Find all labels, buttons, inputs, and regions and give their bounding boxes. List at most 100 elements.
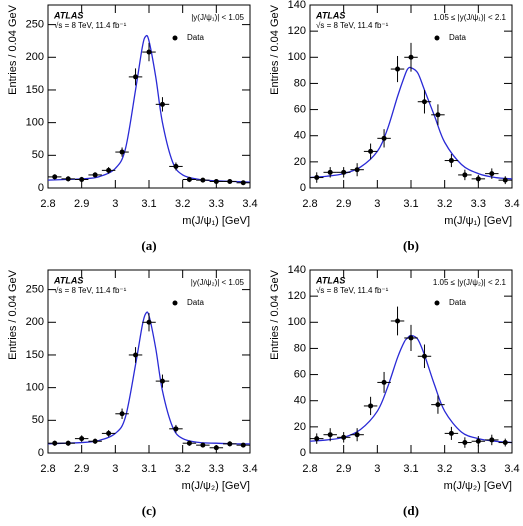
data-point (368, 148, 374, 154)
y-tick-label: 60 (294, 368, 306, 380)
y-axis-label: Entries / 0.04 GeV (269, 269, 281, 360)
data-point (408, 54, 414, 60)
y-tick-label: 100 (26, 117, 44, 129)
x-tick-label: 3.2 (175, 463, 190, 475)
x-tick-label: 3 (374, 198, 380, 210)
legend-marker (434, 35, 440, 41)
y-axis-label: Entries / 0.04 GeV (269, 4, 281, 95)
data-point (173, 426, 179, 432)
y-tick-label: 50 (32, 149, 44, 161)
legend-marker (172, 300, 178, 306)
legend-marker (434, 300, 440, 306)
data-point (395, 66, 401, 72)
x-tick-label: 3.1 (141, 198, 156, 210)
data-point (79, 436, 85, 442)
y-tick-label: 120 (288, 25, 306, 37)
data-point (159, 101, 165, 107)
y-tick-label: 0 (38, 447, 44, 459)
y-tick-label: 100 (288, 51, 306, 63)
x-axis-label: m(J/ψ₁) [GeV] (182, 215, 250, 227)
fit-curve (47, 311, 251, 445)
data-point (200, 442, 206, 448)
data-point (186, 177, 192, 183)
y-tick-label: 60 (294, 103, 306, 115)
data-point (65, 176, 71, 182)
data-point (408, 335, 414, 341)
x-tick-label: 3.3 (471, 198, 486, 210)
x-axis-label: m(J/ψ₁) [GeV] (444, 215, 512, 227)
y-tick-label: 0 (300, 447, 306, 459)
y-tick-label: 150 (26, 84, 44, 96)
data-point (146, 319, 152, 325)
data-point (489, 437, 495, 443)
data-point (462, 172, 468, 178)
data-point (65, 440, 71, 446)
y-tick-label: 200 (26, 316, 44, 328)
y-tick-label: 0 (38, 182, 44, 194)
data-point (106, 167, 112, 173)
x-tick-label: 2.9 (74, 198, 89, 210)
x-tick-label: 3.2 (175, 198, 190, 210)
data-point (240, 442, 246, 448)
data-point (381, 379, 387, 385)
experiment-label: ATLAS (53, 10, 83, 20)
data-point (448, 158, 454, 164)
data-point (502, 177, 508, 183)
experiment-label: ATLAS (53, 275, 83, 285)
x-tick-label: 2.9 (336, 463, 351, 475)
data-point (119, 149, 125, 155)
x-tick-label: 3.2 (437, 463, 452, 475)
selection-label: |y(J/ψ₂)| < 1.05 (191, 278, 245, 287)
x-tick-label: 2.8 (302, 198, 317, 210)
panel: 0 50 100 150 200 250 2.8 2.9 3 3.1 3.2 3.3 3.4 m(J/ψ₁… (7, 4, 258, 253)
data-point (173, 163, 179, 169)
y-axis-label: Entries / 0.04 GeV (7, 4, 19, 95)
data-point (213, 178, 219, 184)
panel-label: (d) (403, 503, 419, 518)
panel-label: (a) (141, 238, 156, 253)
energy-label: √s = 8 TeV, 11.4 fb⁻¹ (316, 21, 389, 30)
x-tick-label: 2.9 (74, 463, 89, 475)
x-tick-label: 3.1 (403, 198, 418, 210)
data-point (381, 135, 387, 141)
energy-label: √s = 8 TeV, 11.4 fb⁻¹ (54, 21, 127, 30)
x-tick-label: 3.4 (504, 463, 519, 475)
x-tick-label: 3 (112, 463, 118, 475)
data-point (475, 176, 481, 182)
data-point (52, 174, 58, 180)
y-tick-label: 50 (32, 414, 44, 426)
data-point (327, 169, 333, 175)
y-tick-label: 250 (26, 19, 44, 31)
panel-label: (b) (403, 238, 419, 253)
experiment-label: ATLAS (315, 10, 345, 20)
panel: 0 50 100 150 200 250 2.8 2.9 3 3.1 3.2 3.3 3.4 m(J/ψ₂… (7, 269, 258, 518)
panel-label: (c) (142, 503, 156, 518)
fit-curve (309, 334, 513, 444)
panel: 0 20 40 60 80 100 120 140 2.8 2.9 3 3.1 3.2 3.3 3.4 m(J… (269, 0, 520, 253)
energy-label: √s = 8 TeV, 11.4 fb⁻¹ (316, 286, 389, 295)
x-tick-label: 3 (374, 463, 380, 475)
data-point (462, 440, 468, 446)
selection-label: 1.05 ≤ |y(J/ψ₁)| < 2.1 (433, 13, 506, 22)
data-point (186, 440, 192, 446)
x-tick-label: 3.4 (242, 198, 257, 210)
x-tick-label: 2.8 (302, 463, 317, 475)
x-tick-label: 3 (112, 198, 118, 210)
plot-frame (309, 269, 513, 454)
x-tick-label: 3.3 (471, 463, 486, 475)
data-point (489, 171, 495, 177)
x-axis-label: m(J/ψ₂) [GeV] (444, 480, 512, 492)
y-tick-label: 20 (294, 156, 306, 168)
data-point (395, 318, 401, 324)
data-point (106, 430, 112, 436)
x-tick-label: 3.3 (209, 198, 224, 210)
x-tick-label: 2.8 (40, 463, 55, 475)
data-point (52, 440, 58, 446)
data-point (435, 112, 441, 118)
x-tick-label: 3.4 (504, 198, 519, 210)
data-point (368, 403, 374, 409)
data-point (79, 177, 85, 183)
y-tick-label: 0 (300, 182, 306, 194)
